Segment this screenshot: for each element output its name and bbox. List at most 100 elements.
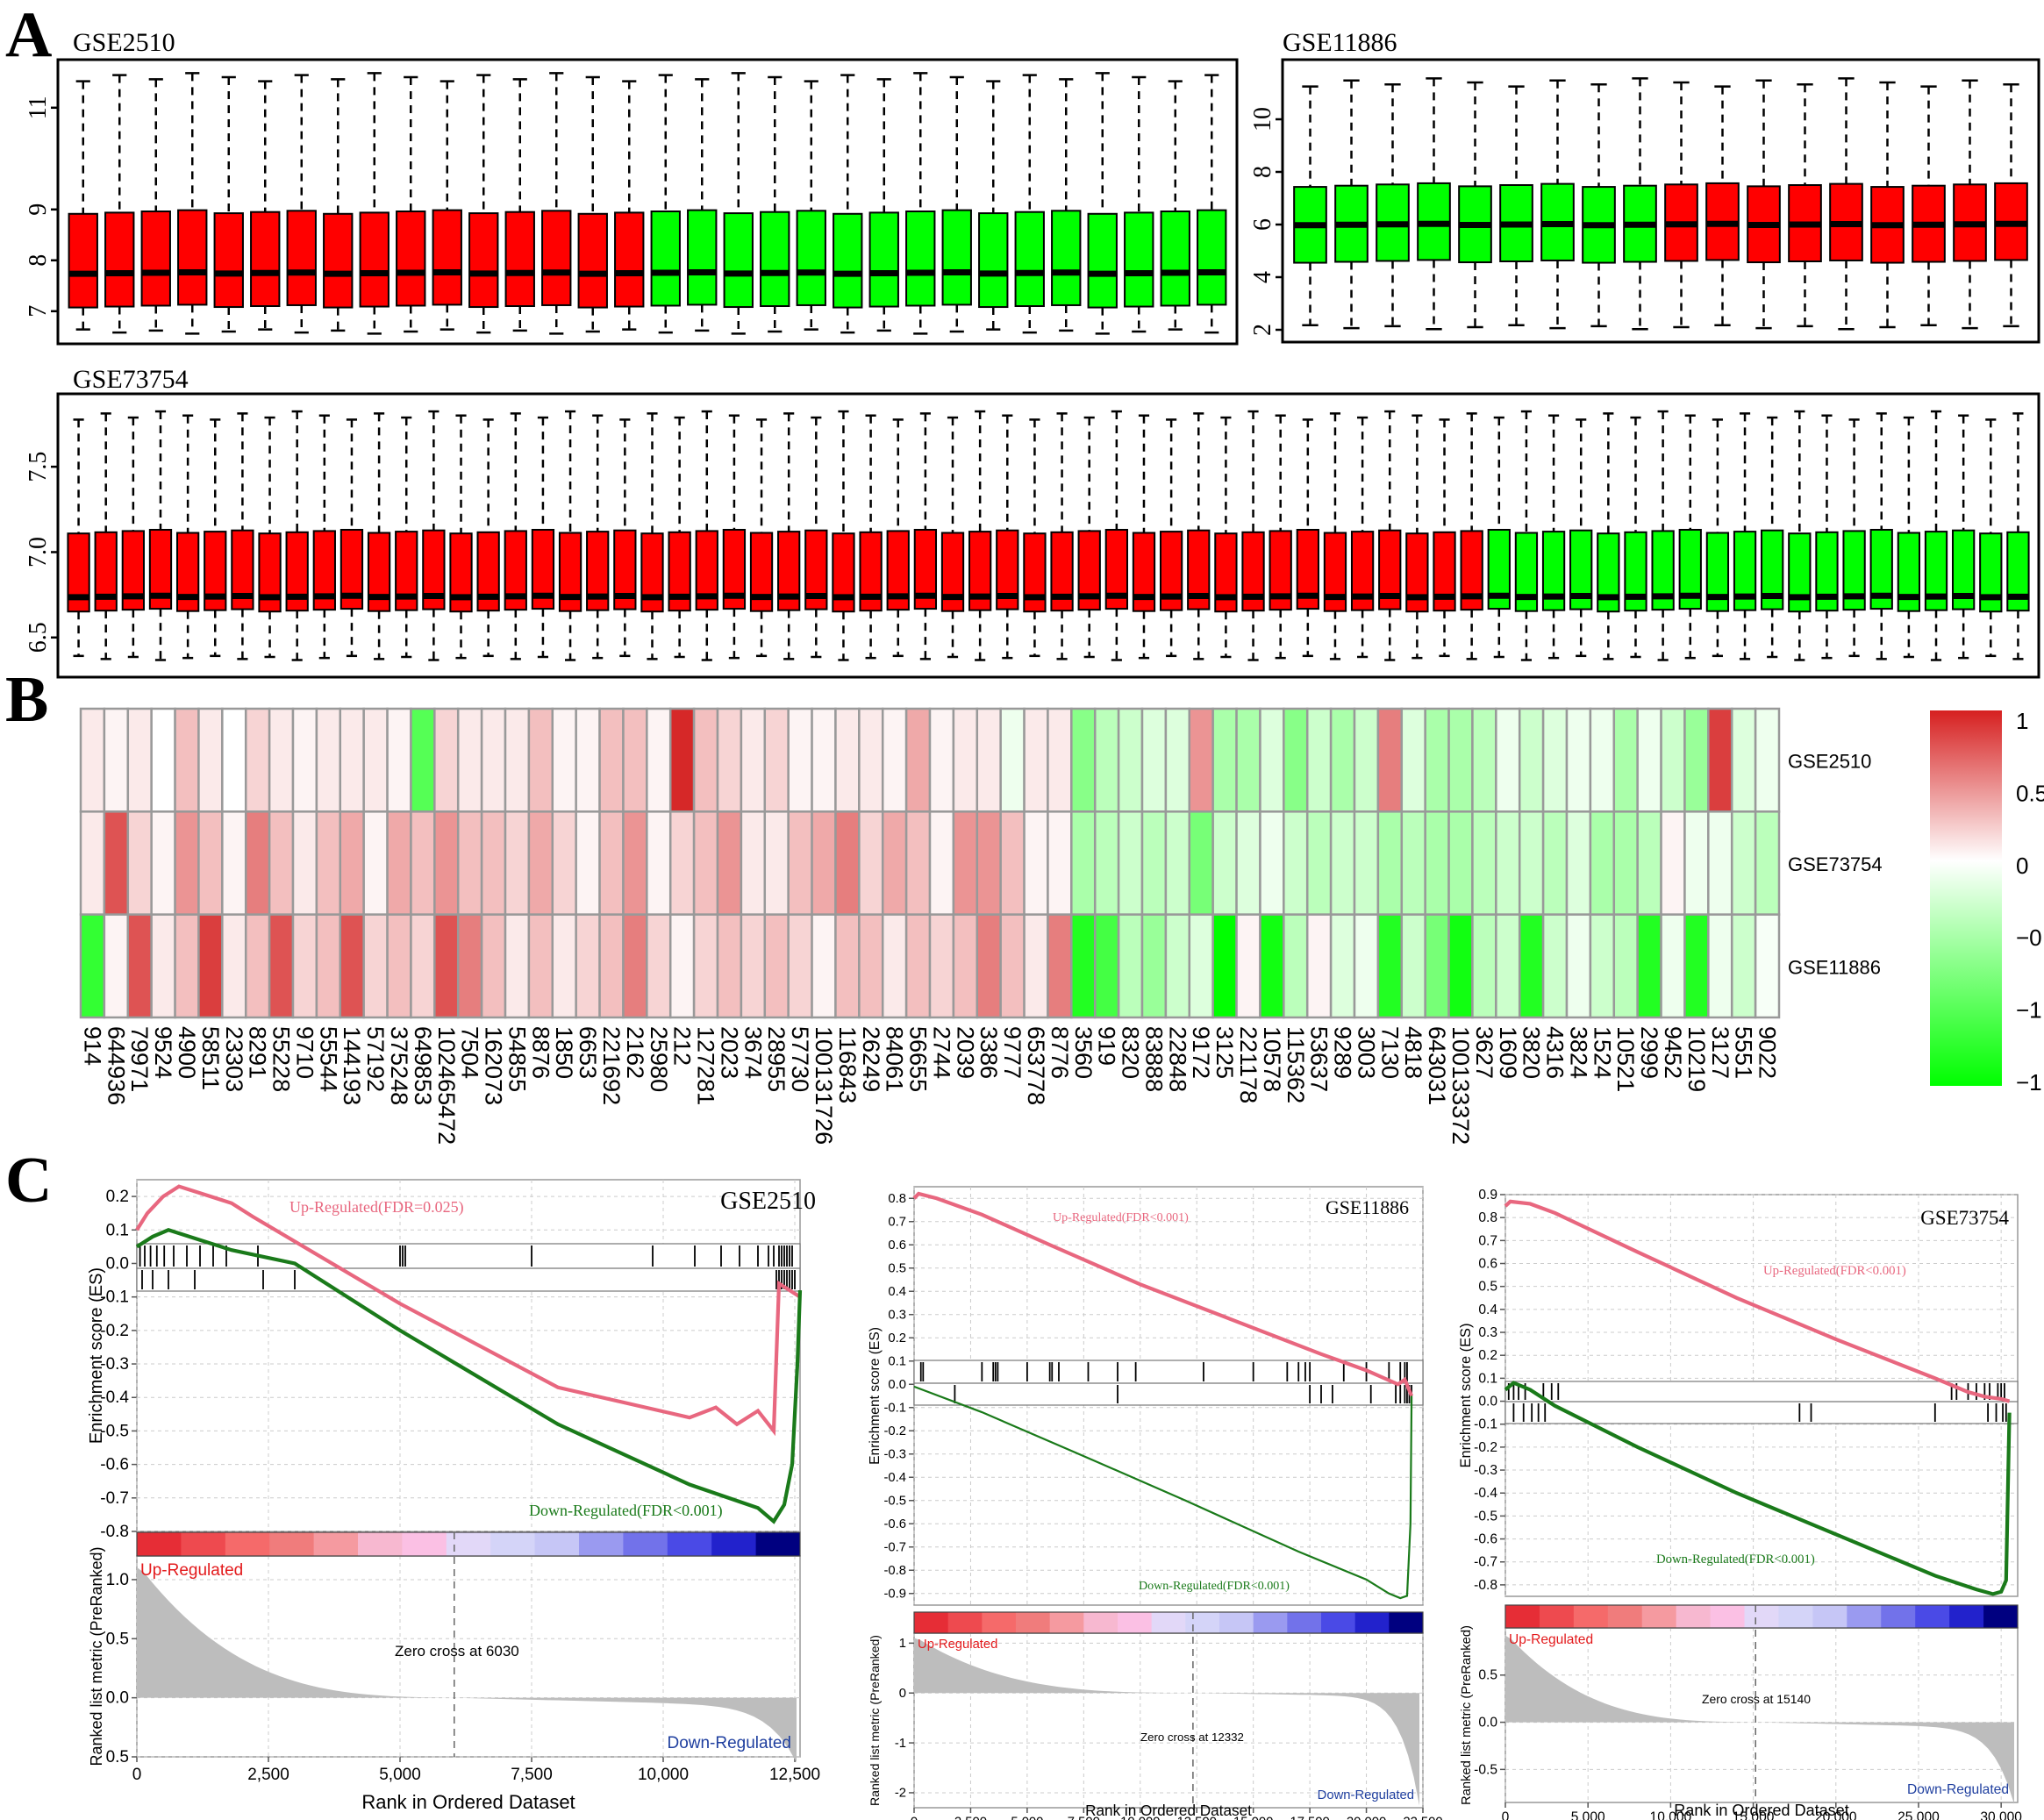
- heatmap-cell: [1519, 915, 1543, 1017]
- box-2-29: [860, 416, 881, 658]
- heatmap-cell: [694, 709, 718, 811]
- box-0-15: [615, 82, 643, 330]
- es-y-tick-label: 0.0: [1478, 1394, 1497, 1409]
- heatmap-cell: [623, 915, 647, 1017]
- rank-colorbar-segment: [1219, 1612, 1254, 1633]
- es-y-tick-label: 0.3: [888, 1308, 906, 1322]
- heatmap-cell: [576, 709, 600, 811]
- box-0-23: [906, 73, 934, 333]
- heatmap-column-label: 1850: [551, 1026, 577, 1079]
- box-1-1: [1335, 81, 1368, 328]
- box-2-20: [614, 419, 635, 655]
- heatmap-cell: [835, 709, 859, 811]
- box-2-50: [1433, 419, 1454, 655]
- heatmap-cell: [1190, 915, 1213, 1017]
- rank-colorbar-segment: [402, 1532, 447, 1556]
- box-0-3: [178, 73, 206, 333]
- metric-y-tick-label: 0: [899, 1687, 906, 1701]
- heatmap-cell: [1708, 811, 1732, 914]
- heatmap-column-label: 144193: [339, 1026, 365, 1105]
- heatmap-cell: [434, 915, 458, 1017]
- x-tick-label: 30,000: [1980, 1809, 2022, 1820]
- box-rect: [215, 213, 243, 307]
- box-rect: [1161, 211, 1190, 305]
- box-rect: [906, 211, 934, 305]
- rank-colorbar-segment: [181, 1532, 225, 1556]
- down-regulated-label: Down-Regulated: [667, 1734, 791, 1752]
- heatmap-cell: [954, 915, 977, 1017]
- box-1-4: [1459, 82, 1491, 327]
- box-2-58: [1652, 411, 1673, 660]
- heatmap-column-label: 102465472: [433, 1026, 460, 1145]
- heatmap-cell: [1190, 709, 1213, 811]
- rank-colorbar-segment: [490, 1532, 535, 1556]
- heatmap-cell: [1378, 915, 1402, 1017]
- heatmap-cell: [529, 915, 553, 1017]
- heatmap-cell: [364, 709, 388, 811]
- box-2-9: [314, 416, 335, 658]
- box-0-9: [397, 77, 425, 332]
- box-rect: [178, 211, 206, 305]
- heatmap-cell: [482, 915, 505, 1017]
- box-rect: [105, 212, 133, 306]
- box-2-27: [805, 418, 826, 657]
- rank-colorbar-segment: [1574, 1605, 1608, 1628]
- heatmap-column-label: 1524: [1589, 1026, 1615, 1079]
- rank-colorbar-segment: [948, 1612, 983, 1633]
- heatmap-cell: [883, 811, 906, 914]
- up-regulated-label: Up-Regulated: [140, 1561, 243, 1580]
- heatmap-cell: [883, 915, 906, 1017]
- box-2-6: [232, 413, 253, 659]
- heatmap-cell: [1378, 811, 1402, 914]
- box-rect: [506, 212, 534, 306]
- box-1-6: [1541, 81, 1574, 328]
- heatmap-cell: [152, 915, 175, 1017]
- box-2-54: [1543, 416, 1564, 658]
- box-rect: [652, 211, 680, 305]
- heatmap-cell: [1590, 915, 1614, 1017]
- heatmap-column-label: 100131726: [811, 1026, 837, 1145]
- box-1-16: [1954, 81, 1986, 328]
- box-1-13: [1830, 78, 1862, 329]
- es-curve-down: [914, 1387, 1412, 1598]
- panel-label-c: C: [5, 1145, 52, 1217]
- x-tick-label: 10,000: [638, 1766, 689, 1784]
- heatmap-cell: [1402, 811, 1426, 914]
- rank-colorbar-segment: [1254, 1612, 1288, 1633]
- es-y-tick-label: 0.7: [888, 1215, 906, 1229]
- legend-gradient: [1930, 710, 2002, 1086]
- box-2-56: [1597, 413, 1619, 659]
- rank-colorbar-segment: [225, 1532, 270, 1556]
- heatmap-column-label: 28955: [763, 1026, 790, 1092]
- box-2-38: [1106, 411, 1127, 660]
- box-0-24: [943, 77, 971, 332]
- heatmap-cell: [198, 811, 222, 914]
- heatmap-cell: [128, 709, 152, 811]
- heatmap-cell: [1166, 915, 1190, 1017]
- heatmap-cell: [246, 915, 269, 1017]
- box-1-8: [1624, 78, 1656, 329]
- heatmap-cell: [222, 915, 246, 1017]
- heatmap-cell: [1519, 811, 1543, 914]
- y-tick-label: 4: [1249, 271, 1276, 283]
- heatmap-cell: [1025, 709, 1048, 811]
- rank-colorbar-segment: [1642, 1605, 1676, 1628]
- rank-colorbar-segment: [1778, 1605, 1812, 1628]
- box-2-71: [2007, 413, 2028, 659]
- metric-y-tick-label: -2: [895, 1787, 906, 1801]
- rank-colorbar-segment: [137, 1532, 182, 1556]
- metric-y-tick-label: 0.5: [106, 1630, 129, 1648]
- box-1-7: [1583, 84, 1615, 326]
- heatmap-column-label: 9172: [1188, 1026, 1214, 1079]
- heatmap-cell: [623, 811, 647, 914]
- heatmap-cell: [1590, 811, 1614, 914]
- heatmap-cell: [340, 811, 364, 914]
- heatmap-column-label: 26249: [858, 1026, 884, 1092]
- es-y-tick-label: -0.4: [1474, 1486, 1497, 1501]
- x-tick-label: 5,000: [1571, 1809, 1605, 1820]
- box-2-51: [1462, 413, 1483, 659]
- box-rect: [361, 212, 389, 306]
- heatmap-column-label: 919: [1094, 1026, 1120, 1066]
- es-y-tick-label: -0.6: [1474, 1531, 1497, 1546]
- heatmap-column-label: 2023: [716, 1026, 742, 1079]
